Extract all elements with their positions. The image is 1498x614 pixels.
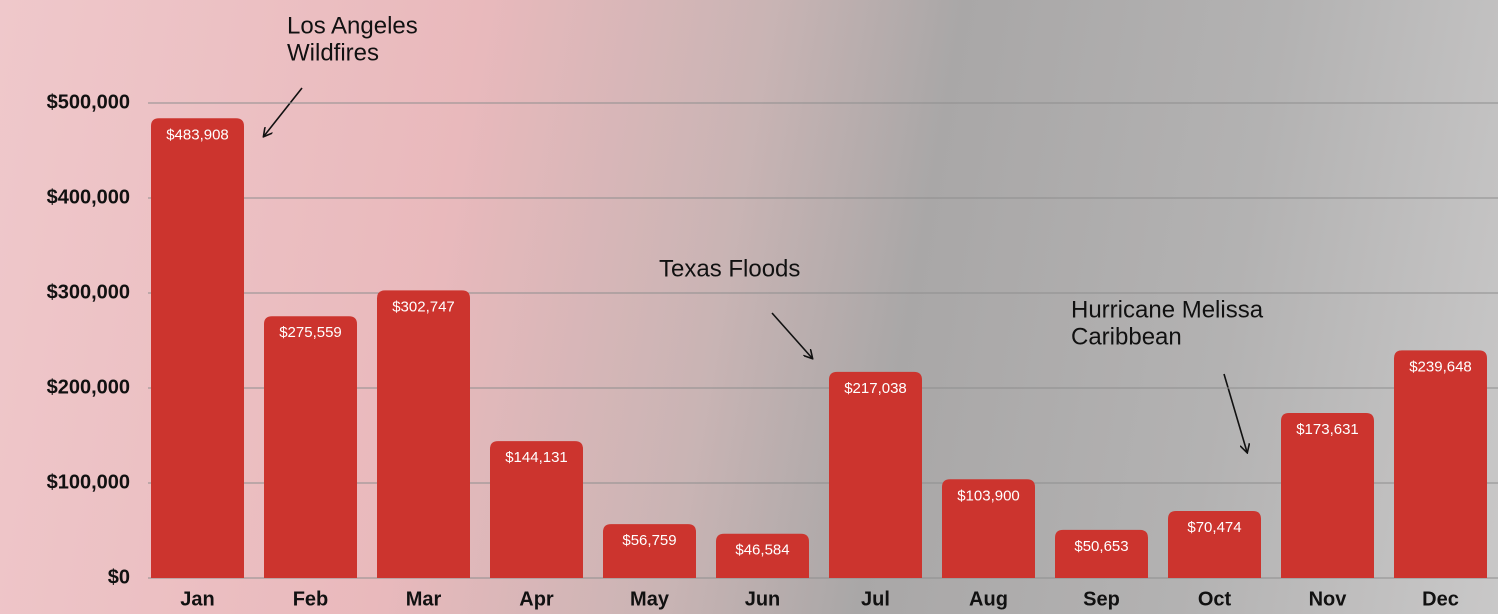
value-label: $217,038 [844, 380, 907, 397]
bar [377, 290, 470, 578]
value-label: $302,747 [392, 298, 455, 315]
value-label: $56,759 [622, 532, 676, 549]
x-tick-label: Apr [519, 588, 554, 610]
value-label: $70,474 [1187, 519, 1241, 536]
arrow [771, 312, 812, 358]
annotation: Hurricane Melissa [1071, 296, 1264, 323]
bar [1168, 511, 1261, 578]
bar [1055, 529, 1148, 578]
annotation: Wildfires [287, 39, 379, 66]
value-label: $144,131 [505, 449, 568, 466]
bar [1394, 350, 1487, 578]
y-tick-label: $300,000 [47, 281, 130, 303]
x-tick-label: Jul [861, 588, 890, 610]
x-tick-label: Nov [1309, 588, 1348, 610]
value-label: $173,631 [1296, 421, 1359, 438]
value-label: $239,648 [1409, 358, 1472, 375]
x-tick-label: Aug [969, 588, 1008, 610]
bar [1281, 413, 1374, 578]
x-tick-label: Feb [293, 588, 329, 610]
value-label: $103,900 [957, 487, 1020, 504]
annotation: Caribbean [1071, 323, 1182, 350]
bar [942, 479, 1035, 578]
value-label: $46,584 [735, 542, 789, 559]
y-tick-label: $200,000 [47, 376, 130, 398]
arrow [1223, 373, 1247, 452]
value-label: $275,559 [279, 324, 342, 341]
bar [264, 316, 357, 578]
y-tick-label: $400,000 [47, 186, 130, 208]
bar [603, 524, 696, 578]
bar [490, 441, 583, 578]
y-tick-label: $0 [108, 566, 130, 588]
x-tick-label: Oct [1198, 588, 1232, 610]
bar [151, 118, 244, 578]
x-tick-label: Jun [745, 588, 781, 610]
annotation: Los Angeles [287, 12, 418, 39]
y-tick-label: $100,000 [47, 471, 130, 493]
annotation: Texas Floods [659, 255, 800, 282]
x-tick-label: May [630, 588, 670, 610]
arrow [264, 87, 303, 136]
value-label: $50,653 [1074, 538, 1128, 555]
x-tick-label: Mar [406, 588, 442, 610]
y-tick-label: $500,000 [47, 91, 130, 113]
bar [716, 533, 809, 578]
x-tick-label: Jan [180, 588, 214, 610]
bar [829, 371, 922, 578]
x-tick-label: Sep [1083, 588, 1120, 610]
value-label: $483,908 [166, 126, 229, 143]
x-tick-label: Dec [1422, 588, 1459, 610]
